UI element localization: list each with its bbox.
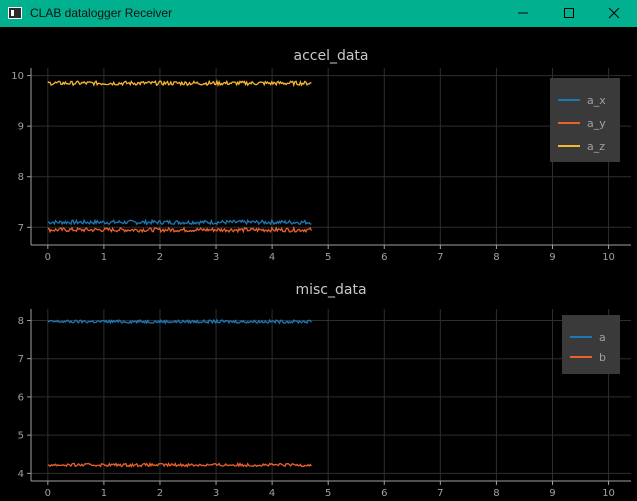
y-tick-label: 9 [18,122,24,133]
series-line-a_y [47,225,312,234]
x-tick-label: 1 [101,488,107,499]
x-tick-label: 1 [101,252,107,263]
x-tick-label: 10 [602,488,615,499]
close-icon [608,7,620,19]
x-tick-label: 7 [437,252,443,263]
x-tick-label: 6 [381,252,387,263]
maximize-button[interactable] [546,0,592,27]
x-tick-label: 10 [602,252,615,263]
maximize-icon [564,8,574,18]
legend-label-b: b [599,351,606,364]
x-tick-label: 6 [381,488,387,499]
x-tick-label: 3 [213,488,219,499]
series-line-b [47,461,312,468]
minimize-button[interactable] [500,0,546,27]
legend-box [562,315,620,374]
legend-label-a_y: a_y [587,117,606,130]
window-title: CLAB datalogger Receiver [30,6,173,20]
x-tick-label: 2 [157,488,163,499]
y-tick-label: 6 [18,392,24,403]
x-tick-label: 0 [45,488,51,499]
x-tick-label: 7 [437,488,443,499]
x-tick-label: 2 [157,252,163,263]
x-tick-label: 3 [213,252,219,263]
y-tick-label: 4 [18,469,24,480]
x-tick-label: 4 [269,488,275,499]
minimize-icon [518,12,528,14]
series-line-a_x [47,218,312,226]
legend-box [550,78,620,162]
series-line-a_z [47,79,312,88]
chart-title: misc_data [295,282,366,298]
y-tick-label: 5 [18,431,24,442]
x-tick-label: 9 [549,252,555,263]
legend-label-a: a [599,331,606,344]
x-tick-label: 8 [493,488,499,499]
legend-label-a_z: a_z [587,140,605,153]
x-tick-label: 5 [325,252,331,263]
y-tick-label: 7 [18,223,24,234]
legend-label-a_x: a_x [587,94,606,107]
app-window-icon [8,7,22,19]
x-tick-label: 8 [493,252,499,263]
title-bar: CLAB datalogger Receiver [0,0,637,27]
x-tick-label: 4 [269,252,275,263]
legend: a_x a_y a_z [550,78,620,162]
x-tick-label: 0 [45,252,51,263]
series-line-a [47,318,312,325]
y-tick-label: 10 [11,71,24,82]
legend: ab [562,315,620,374]
y-tick-label: 7 [18,354,24,365]
y-tick-label: 8 [18,172,24,183]
x-tick-label: 9 [549,488,555,499]
x-tick-label: 5 [325,488,331,499]
y-tick-label: 8 [18,316,24,327]
chart-accel_data: accel_data 0 1 2 3 4 5 6 7 8 9 10 7 8 9 10 a_x a_y a_z [11,48,631,263]
close-button[interactable] [591,0,637,27]
chart-title: accel_data [293,48,368,64]
chart-misc_data: misc_data 0 1 2 3 4 5 6 7 8 9 10 4 5 6 7 8 ab [18,282,631,499]
